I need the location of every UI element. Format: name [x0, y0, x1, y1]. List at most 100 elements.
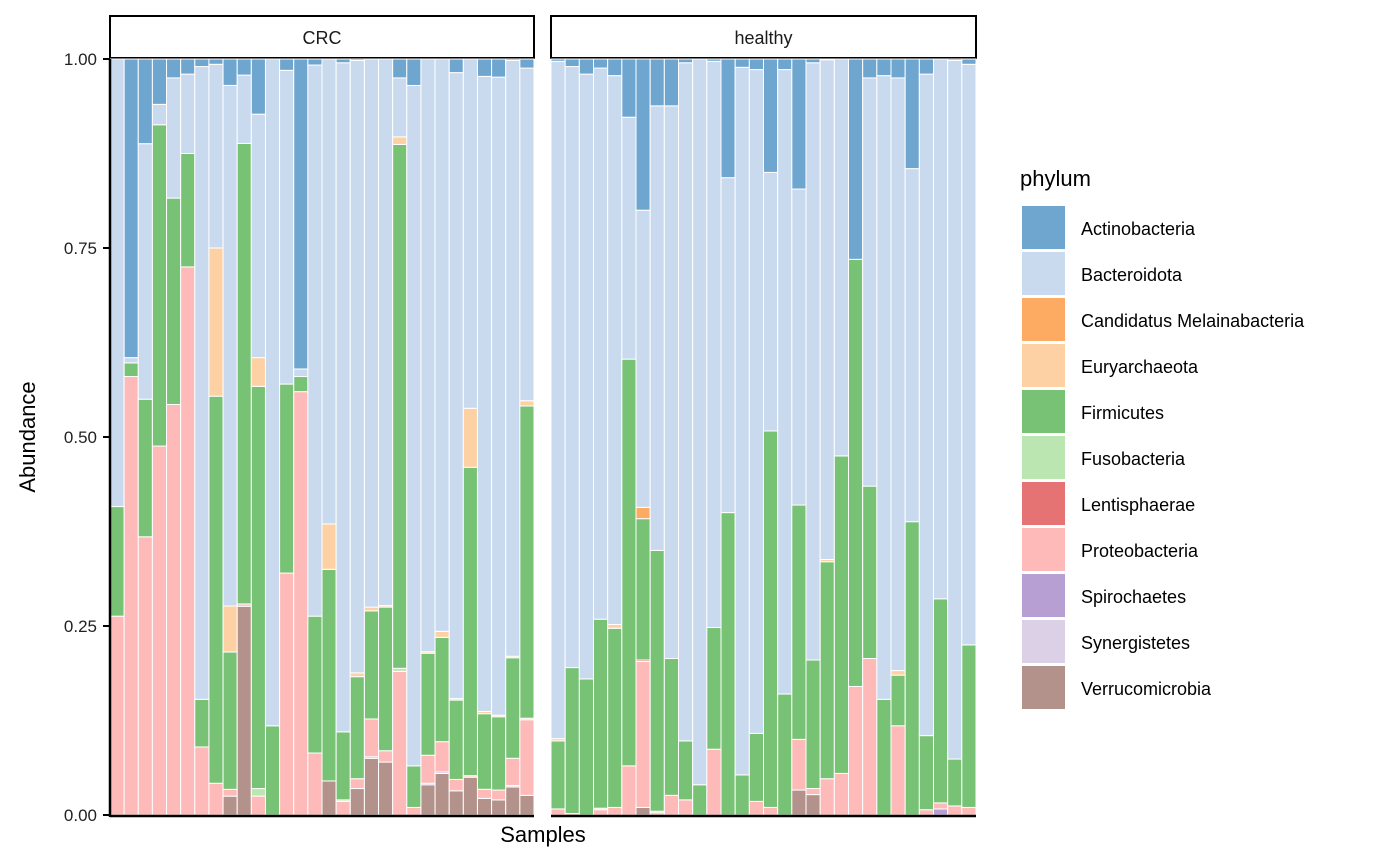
bar-segment-proteobacteria [392, 670, 408, 816]
bar-segment-bacteroidota [462, 58, 478, 409]
bar-segment-verrucomicrobia [491, 799, 507, 816]
legend-swatch [1022, 436, 1065, 479]
bar-segment-firmicutes [848, 258, 864, 687]
bar-segment-bacteroidota [434, 58, 450, 632]
bar-segment-proteobacteria [166, 403, 182, 816]
legend-label: Bacteroidota [1081, 265, 1183, 285]
legend-label: Candidatus Melainabacteria [1081, 311, 1305, 331]
bar-segment-actinobacteria [763, 58, 779, 173]
bar-segment-bacteroidota [378, 58, 394, 607]
sample-bar [593, 58, 609, 816]
bar-segment-firmicutes [904, 521, 920, 816]
bar-segment-bacteroidota [777, 69, 793, 695]
bar-segment-bacteroidota [491, 76, 507, 716]
bar-segment-firmicutes [748, 732, 765, 802]
bar-segment-actinobacteria [805, 58, 821, 64]
bar-segment-actinobacteria [392, 58, 408, 79]
bar-segment-proteobacteria [307, 752, 323, 816]
bar-segment-actinobacteria [236, 58, 252, 76]
bar-segment-actinobacteria [151, 58, 168, 105]
legend-item: Actinobacteria [1022, 206, 1196, 249]
bar-segment-verrucomicrobia [505, 786, 521, 816]
bar-segment-verrucomicrobia [321, 780, 337, 816]
bar-segment-bacteroidota [947, 60, 963, 760]
bar-segment-euryarchaeota [250, 357, 266, 387]
facet-strip-label: CRC [303, 28, 342, 48]
sample-bar [208, 58, 224, 816]
sample-bar [448, 58, 464, 816]
bar-segment-bacteroidota [321, 58, 337, 525]
bar-segment-firmicutes [578, 678, 595, 816]
bar-segment-bacteroidota [335, 62, 351, 733]
bar-segment-bacteroidota [578, 73, 595, 680]
bar-segment-actinobacteria [578, 58, 595, 75]
bar-segment-firmicutes [819, 561, 835, 780]
bar-segment-proteobacteria [678, 799, 694, 816]
sample-bar [918, 58, 935, 816]
bar-segment-firmicutes [890, 674, 906, 727]
bar-segment-bacteroidota [593, 67, 609, 620]
sample-bar [607, 58, 623, 816]
legend-swatch [1022, 620, 1065, 663]
bar-segment-firmicutes [264, 725, 281, 816]
sample-bar [462, 58, 478, 816]
bar-segment-proteobacteria [491, 789, 507, 801]
bar-segment-actinobacteria [947, 58, 963, 62]
bar-segment-firmicutes [550, 740, 566, 810]
bar-segment-euryarchaeota [321, 523, 337, 570]
bar-segment-proteobacteria [593, 809, 609, 816]
sample-bar [378, 58, 394, 816]
sample-bar [123, 58, 139, 816]
bar-segment-bacteroidota [236, 74, 252, 144]
sample-bar [151, 58, 168, 816]
legend-title: phylum [1020, 166, 1091, 191]
bar-segment-bacteroidota [607, 75, 623, 625]
bar-segment-proteobacteria [961, 806, 977, 816]
bar-segment-proteobacteria [222, 788, 238, 797]
bar-segment-firmicutes [406, 765, 422, 808]
bar-segment-actinobacteria [819, 58, 835, 61]
bar-segment-firmicutes [363, 610, 380, 720]
bar-segment-actinobacteria [593, 58, 609, 69]
bar-segment-bacteroidota [264, 58, 281, 727]
legend-swatch [1022, 482, 1065, 525]
bar-segment-proteobacteria [250, 795, 266, 816]
x-axis-title: Samples [500, 822, 586, 847]
bar-segment-firmicutes [519, 405, 535, 719]
bar-segment-actinobacteria [180, 58, 196, 75]
bar-segment-firmicutes [663, 658, 680, 796]
bar-segment-actinobacteria [663, 58, 680, 107]
bar-segment-firmicutes [208, 395, 224, 784]
bar-segment-firmicutes [194, 698, 210, 748]
y-tick-label: 0.75 [64, 239, 97, 258]
y-tick-label: 0.50 [64, 428, 97, 447]
sample-bar [180, 58, 196, 816]
bar-segment-proteobacteria [819, 778, 835, 816]
sample-bar [720, 58, 736, 816]
facet-panel-CRC: CRC [109, 15, 535, 818]
bar-segment-firmicutes [805, 659, 821, 790]
bar-segment-firmicutes [918, 735, 935, 811]
sample-bar [279, 58, 295, 816]
bar-segment-proteobacteria [663, 794, 680, 816]
bar-segment-firmicutes [505, 657, 521, 759]
sample-bar [491, 58, 507, 816]
bar-segment-proteobacteria [791, 738, 807, 791]
bar-segment-actinobacteria [791, 58, 807, 190]
bar-segment-firmicutes [448, 699, 464, 780]
bar-segment-actinobacteria [862, 58, 878, 79]
sample-bar [904, 58, 920, 816]
bar-segment-firmicutes [236, 142, 252, 605]
bar-segment-firmicutes [649, 549, 665, 812]
sample-bar [621, 58, 637, 816]
bar-segment-bacteroidota [550, 60, 566, 740]
bar-segment-firmicutes [862, 485, 878, 660]
bar-segment-bacteroidota [763, 171, 779, 432]
sample-bar [777, 58, 793, 816]
bar-segment-euryarchaeota [392, 136, 408, 145]
legend-item: Bacteroidota [1022, 252, 1183, 295]
bar-segment-proteobacteria [406, 806, 422, 816]
bar-segment-firmicutes [349, 676, 365, 780]
bar-segment-bacteroidota [392, 77, 408, 138]
facet-strip [109, 15, 535, 59]
